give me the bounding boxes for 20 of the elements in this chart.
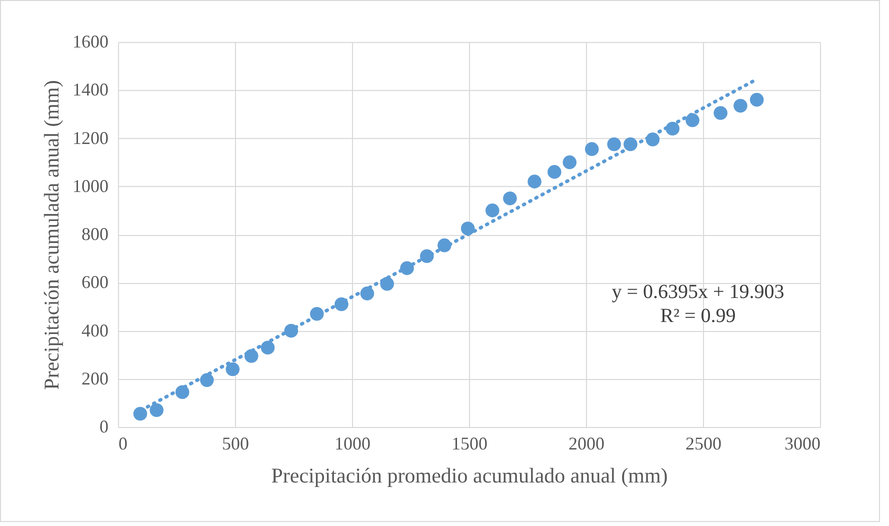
x-tick-label: 2000 [568,434,604,454]
annotation: R² = 0.99 [660,305,736,327]
x-tick-label: 1000 [334,434,370,454]
y-axis-title: Precipitación acumulada anual (mm) [40,80,64,390]
x-tick-label: 2500 [686,434,722,454]
annotation: y = 0.6395x + 19.903 [612,281,784,303]
y-tick-label: 1600 [72,32,108,52]
y-tick-label: 400 [82,320,108,340]
x-tick-label: 0 [118,434,128,454]
y-tick-label: 1000 [72,176,108,196]
x-axis-title: Precipitación promedio acumulado anual (mm) [271,464,668,488]
y-tick-label: 0 [100,416,108,436]
y-tick-label: 1400 [72,80,108,100]
y-tick-label: 600 [82,272,108,292]
y-tick-label: 1200 [72,128,108,148]
x-tick-label: 3000 [784,434,820,454]
x-tick-label: 500 [222,434,249,454]
x-tick-label: 1500 [452,434,488,454]
y-tick-label: 800 [82,224,108,244]
y-tick-label: 200 [82,368,108,388]
